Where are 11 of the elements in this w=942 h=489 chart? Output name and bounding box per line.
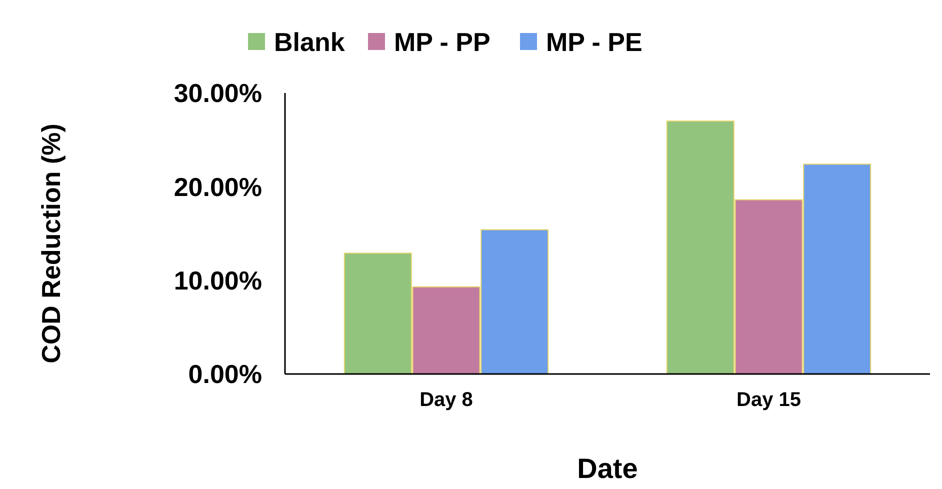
x-tick-label: Day 8: [420, 389, 473, 411]
y-tick-label: 20.00%: [174, 172, 262, 202]
y-tick-label: 30.00%: [174, 78, 262, 108]
x-tick-label: Day 15: [736, 389, 801, 411]
legend-label: MP - PE: [546, 27, 642, 58]
legend-label: Blank: [274, 27, 346, 58]
y-tick-label: 10.00%: [174, 265, 262, 296]
x-axis-title: Date: [577, 453, 638, 484]
legend-label: MP - PP: [394, 27, 490, 58]
y-tick-label: 0.00%: [188, 359, 262, 390]
y-axis-title: COD Reduction (%): [36, 124, 66, 364]
